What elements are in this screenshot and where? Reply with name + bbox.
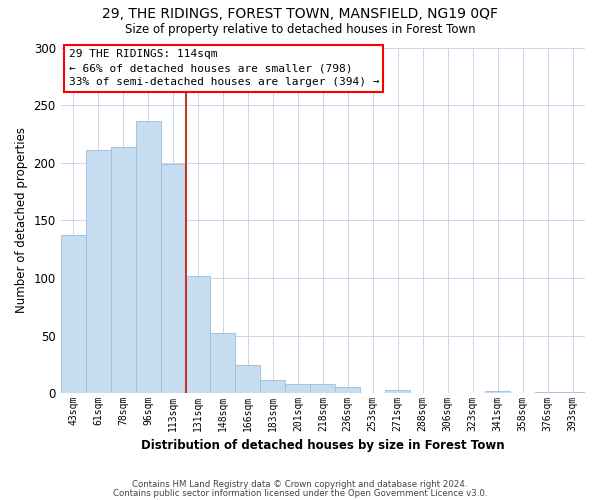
Bar xyxy=(286,384,310,393)
Bar xyxy=(185,276,211,393)
Bar xyxy=(136,121,161,393)
Bar xyxy=(61,236,86,393)
Bar xyxy=(110,146,136,393)
Bar xyxy=(310,384,335,393)
X-axis label: Distribution of detached houses by size in Forest Town: Distribution of detached houses by size … xyxy=(141,440,505,452)
Bar xyxy=(211,333,235,393)
Text: Contains HM Land Registry data © Crown copyright and database right 2024.: Contains HM Land Registry data © Crown c… xyxy=(132,480,468,489)
Text: 29 THE RIDINGS: 114sqm
← 66% of detached houses are smaller (798)
33% of semi-de: 29 THE RIDINGS: 114sqm ← 66% of detached… xyxy=(68,49,379,87)
Bar xyxy=(560,392,585,393)
Bar xyxy=(260,380,286,393)
Text: 29, THE RIDINGS, FOREST TOWN, MANSFIELD, NG19 0QF: 29, THE RIDINGS, FOREST TOWN, MANSFIELD,… xyxy=(102,8,498,22)
Bar xyxy=(86,150,110,393)
Bar xyxy=(535,392,560,393)
Bar xyxy=(161,164,185,393)
Y-axis label: Number of detached properties: Number of detached properties xyxy=(15,128,28,314)
Bar xyxy=(335,388,360,393)
Bar xyxy=(235,366,260,393)
Text: Contains public sector information licensed under the Open Government Licence v3: Contains public sector information licen… xyxy=(113,490,487,498)
Bar xyxy=(485,391,510,393)
Text: Size of property relative to detached houses in Forest Town: Size of property relative to detached ho… xyxy=(125,22,475,36)
Bar xyxy=(385,390,410,393)
